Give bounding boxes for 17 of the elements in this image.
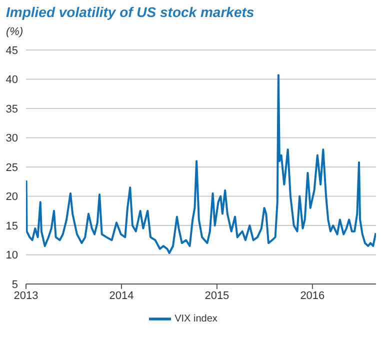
- y-tick-label: 35: [6, 103, 18, 116]
- y-tick-label: 45: [6, 44, 18, 57]
- y-tick-label: 5: [12, 278, 18, 291]
- x-tick-label: 2013: [14, 290, 38, 302]
- y-tick-label: 30: [6, 132, 18, 145]
- x-tick-label: 2016: [300, 290, 325, 302]
- y-tick-label: 40: [6, 74, 18, 86]
- chart-title: Implied volatility of US stock markets: [6, 4, 254, 20]
- y-tick-label: 10: [6, 250, 18, 262]
- y-tick-label: 15: [6, 220, 18, 232]
- legend-label: VIX index: [174, 314, 218, 325]
- y-tick-label: 25: [6, 162, 18, 174]
- x-tick-label: 2014: [109, 290, 134, 302]
- y-axis-title: (%): [6, 26, 24, 38]
- y-tick-label: 20: [6, 191, 18, 204]
- line-series: [26, 74, 376, 254]
- x-tick-label: 2015: [204, 290, 230, 302]
